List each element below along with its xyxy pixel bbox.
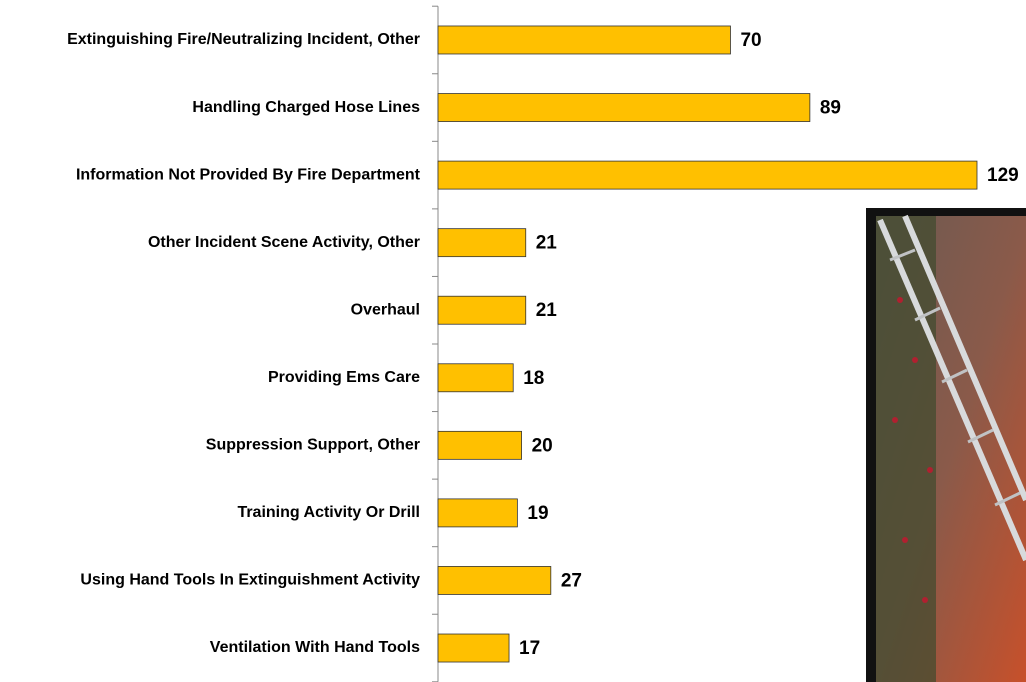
- bar: [438, 296, 526, 324]
- value-label: 21: [536, 300, 558, 321]
- value-label: 70: [740, 30, 761, 51]
- bar: [438, 161, 977, 189]
- category-label: Handling Charged Hose Lines: [192, 99, 420, 116]
- value-label: 20: [532, 435, 553, 456]
- category-label: Overhaul: [351, 301, 420, 318]
- photo: [866, 208, 1026, 682]
- value-label: 27: [561, 570, 582, 591]
- category-label: Extinguishing Fire/Neutralizing Incident…: [67, 31, 420, 48]
- page: {"chart_data": {"type": "bar", "orientat…: [0, 0, 1026, 682]
- category-label: Using Hand Tools In Extinguishment Activ…: [80, 572, 420, 589]
- value-label: 18: [523, 368, 544, 389]
- bar: [438, 26, 730, 54]
- category-label: Ventilation With Hand Tools: [210, 639, 420, 656]
- chart: Extinguishing Fire/Neutralizing Incident…: [0, 0, 1026, 682]
- value-label: 21: [536, 233, 558, 254]
- bar: [438, 364, 513, 392]
- category-label: Suppression Support, Other: [206, 437, 420, 454]
- bar: [438, 499, 517, 527]
- value-label: 89: [820, 98, 841, 119]
- category-label: Training Activity Or Drill: [237, 504, 420, 521]
- bar: [438, 229, 526, 257]
- bar: [438, 94, 810, 122]
- bar: [438, 634, 509, 662]
- value-label: 19: [527, 503, 548, 524]
- value-label: 129: [987, 165, 1019, 186]
- value-label: 17: [519, 638, 540, 659]
- category-label: Information Not Provided By Fire Departm…: [76, 166, 421, 183]
- category-label: Providing Ems Care: [268, 369, 420, 386]
- bar: [438, 431, 522, 459]
- bar: [438, 566, 551, 594]
- category-label: Other Incident Scene Activity, Other: [148, 234, 420, 251]
